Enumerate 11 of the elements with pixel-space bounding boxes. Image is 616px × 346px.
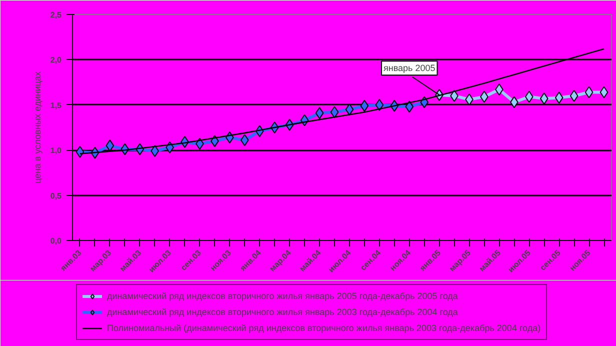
y-tick-label: 2,0: [50, 56, 62, 65]
annotation: январь 2005: [384, 63, 436, 74]
y-tick-label: 2,5: [50, 10, 62, 20]
legend-label: Полиномиальный (динамический ряд индексов вторичного жилья январь 2003 года-декабрь 2004 года): [107, 322, 541, 334]
y-tick-label: 0,5: [50, 191, 62, 200]
legend-label: динамический ряд индексов вторичного жилья январь 2003 года-декабрь 2004 года: [107, 306, 458, 318]
y-tick-label: 1,0: [50, 146, 62, 156]
y-tick-label: 0,0: [50, 236, 62, 246]
legend-label: динамический ряд индексов вторичного жилья январь 2005 года-декабрь 2005 года: [107, 290, 458, 302]
y-axis-title: цена в условных единицах: [32, 70, 42, 184]
y-tick-label: 1,5: [50, 100, 62, 110]
